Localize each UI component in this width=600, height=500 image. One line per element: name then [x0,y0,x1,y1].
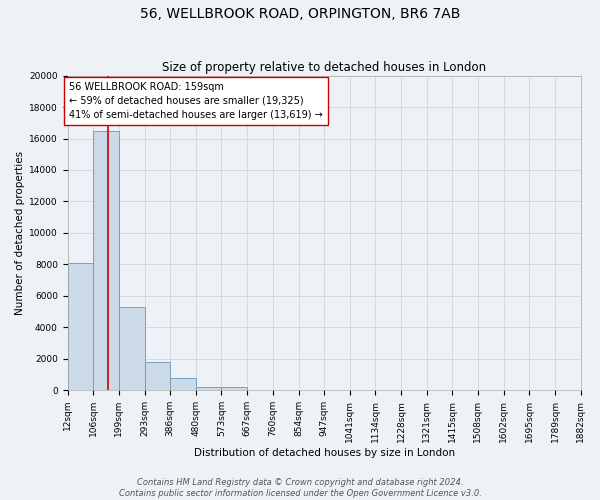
Text: 56 WELLBROOK ROAD: 159sqm
← 59% of detached houses are smaller (19,325)
41% of s: 56 WELLBROOK ROAD: 159sqm ← 59% of detac… [69,82,323,120]
Bar [119,307,145,390]
Bar [221,387,247,390]
Text: Contains HM Land Registry data © Crown copyright and database right 2024.
Contai: Contains HM Land Registry data © Crown c… [119,478,481,498]
Bar [170,378,196,390]
Title: Size of property relative to detached houses in London: Size of property relative to detached ho… [162,62,486,74]
Bar [68,263,94,390]
X-axis label: Distribution of detached houses by size in London: Distribution of detached houses by size … [194,448,455,458]
Bar [196,386,221,390]
Y-axis label: Number of detached properties: Number of detached properties [15,151,25,315]
Text: 56, WELLBROOK ROAD, ORPINGTON, BR6 7AB: 56, WELLBROOK ROAD, ORPINGTON, BR6 7AB [140,8,460,22]
Bar [94,130,119,390]
Bar [145,362,170,390]
